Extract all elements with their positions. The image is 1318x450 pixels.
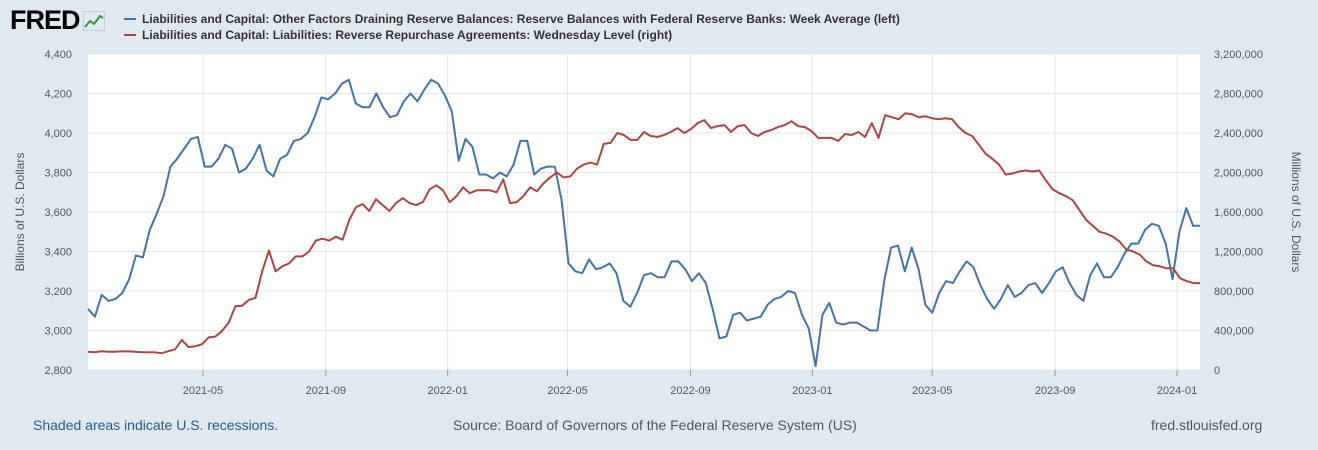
legend-swatch-right [124,34,136,36]
x-tick-label: 2024-01 [1157,385,1197,397]
right-tick-label: 2,400,000 [1214,128,1263,140]
legend-item-right-series[interactable]: Liabilities and Capital: Liabilities: Re… [124,27,900,43]
left-tick-label: 3,400 [44,247,72,259]
left-tick-label: 3,600 [44,207,72,219]
logo-text: FRED [10,5,80,35]
x-tick-label: 2022-09 [670,385,710,397]
right-tick-label: 800,000 [1214,286,1254,298]
legend-item-left-series[interactable]: Liabilities and Capital: Other Factors D… [124,11,900,27]
series-line-reverse-repo [87,112,1200,355]
left-tick-label: 4,000 [44,128,72,140]
right-tick-label: 1,200,000 [1214,247,1263,259]
right-tick-label: 1,600,000 [1214,207,1263,219]
chart-trend-icon [82,10,105,31]
left-tick-label: 2,800 [44,365,72,377]
x-tick-label: 2022-01 [427,385,467,397]
legend-swatch-left [124,18,136,20]
left-axis-title: Billions of U.S. Dollars [13,153,27,272]
legend-label-left: Liabilities and Capital: Other Factors D… [142,12,900,26]
right-tick-label: 0 [1214,365,1220,377]
site-link[interactable]: fred.stlouisfed.org [1151,417,1263,433]
right-tick-label: 400,000 [1214,326,1254,338]
x-tick-label: 2023-01 [792,385,832,397]
series-line-reserve-balances [87,78,1200,368]
source-note: Source: Board of Governors of the Federa… [453,417,857,433]
legend-label-right: Liabilities and Capital: Liabilities: Re… [142,28,673,42]
right-tick-label: 2,000,000 [1214,168,1263,180]
x-tick-label: 2023-05 [912,385,952,397]
right-axis-title: Millions of U.S. Dollars [1289,152,1303,273]
left-tick-label: 3,000 [44,326,72,338]
left-tick-label: 3,200 [44,286,72,298]
fred-logo[interactable]: FRED [10,7,105,34]
legend: Liabilities and Capital: Other Factors D… [124,11,900,43]
left-tick-label: 4,400 [44,49,72,61]
x-tick-label: 2023-09 [1035,385,1075,397]
right-tick-label: 3,200,000 [1214,49,1263,61]
x-tick-label: 2021-09 [306,385,346,397]
right-tick-label: 2,800,000 [1214,89,1263,101]
left-tick-label: 4,200 [44,89,72,101]
x-tick-label: 2022-05 [547,385,587,397]
line-chart: 2,800 3,000 3,200 3,400 3,600 3,800 4,000 4,200… [13,49,1303,397]
left-tick-label: 3,800 [44,168,72,180]
recession-note: Shaded areas indicate U.S. recessions. [33,417,279,433]
x-tick-label: 2021-05 [183,385,223,397]
